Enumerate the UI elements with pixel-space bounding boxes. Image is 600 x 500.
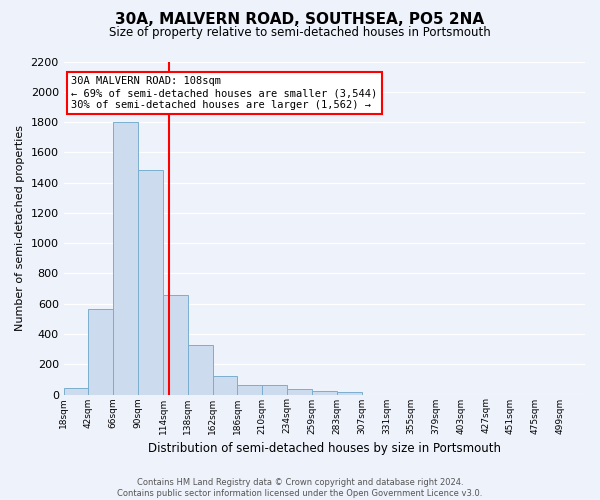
Text: 30A MALVERN ROAD: 108sqm
← 69% of semi-detached houses are smaller (3,544)
30% o: 30A MALVERN ROAD: 108sqm ← 69% of semi-d… [71,76,378,110]
Text: 30A, MALVERN ROAD, SOUTHSEA, PO5 2NA: 30A, MALVERN ROAD, SOUTHSEA, PO5 2NA [115,12,485,28]
Bar [88,309,113,394]
Bar [188,346,212,395]
X-axis label: Distribution of semi-detached houses by size in Portsmouth: Distribution of semi-detached houses by … [148,442,501,455]
Y-axis label: Number of semi-detached properties: Number of semi-detached properties [15,125,25,331]
Bar [113,122,138,394]
Bar [238,384,262,394]
Bar [163,294,188,394]
Bar [287,389,312,394]
Bar [64,388,88,394]
Bar [262,386,287,394]
Bar [138,170,163,394]
Text: Contains HM Land Registry data © Crown copyright and database right 2024.
Contai: Contains HM Land Registry data © Crown c… [118,478,482,498]
Bar [337,392,362,394]
Bar [212,376,238,394]
Bar [312,390,337,394]
Text: Size of property relative to semi-detached houses in Portsmouth: Size of property relative to semi-detach… [109,26,491,39]
